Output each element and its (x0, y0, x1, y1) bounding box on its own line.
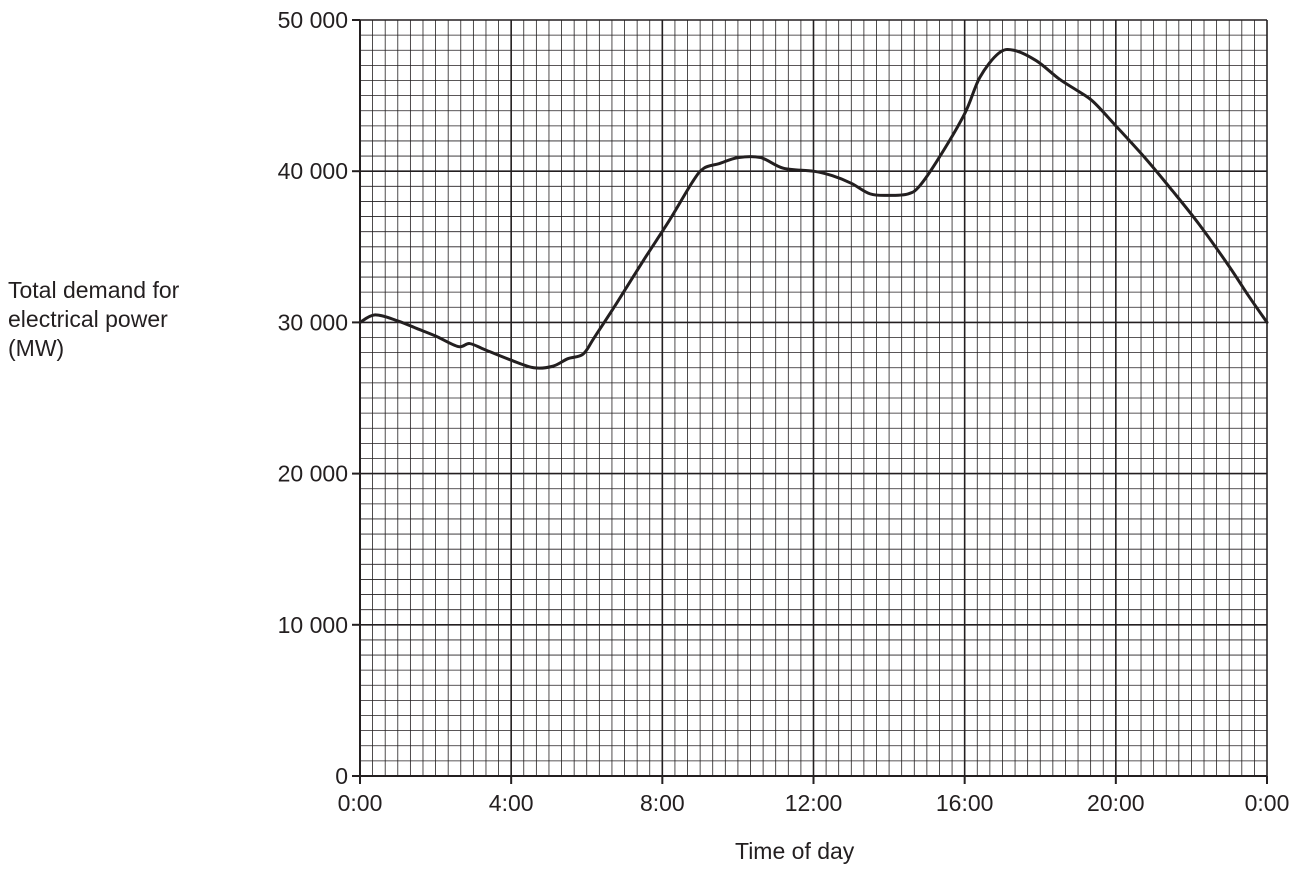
x-tick-label: 8:00 (640, 790, 685, 816)
y-axis-label-line-3: (MW) (8, 335, 65, 361)
x-tick-label: 12:00 (785, 790, 843, 816)
x-tick-label: 0:00 (1245, 790, 1290, 816)
y-axis-label: Total demand for electrical power (MW) (8, 276, 179, 363)
y-axis-label-line-2: electrical power (8, 306, 168, 332)
demand-series-line (358, 47, 1269, 370)
y-tick-label: 50 000 (278, 7, 348, 33)
y-tick-label: 10 000 (278, 612, 348, 638)
y-tick-label: 0 (335, 763, 348, 789)
x-axis-label: Time of day (735, 838, 855, 864)
x-tick-label: 20:00 (1087, 790, 1145, 816)
y-tick-label: 40 000 (278, 158, 348, 184)
y-tick-label: 30 000 (278, 309, 348, 335)
y-axis-label-line-1: Total demand for (8, 277, 180, 303)
x-tick-label: 4:00 (489, 790, 534, 816)
x-tick-label: 0:00 (338, 790, 383, 816)
tick-marks (352, 19, 1268, 784)
y-tick-label: 20 000 (278, 461, 348, 487)
x-tick-label: 16:00 (936, 790, 994, 816)
